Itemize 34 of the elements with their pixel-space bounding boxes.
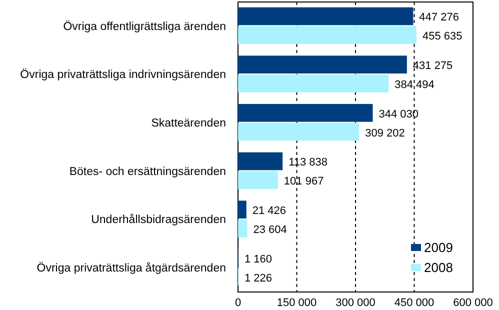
- x-tick-label: 600 000: [453, 296, 493, 309]
- data-label: 384 494: [394, 78, 434, 91]
- data-label: 455 635: [422, 30, 462, 43]
- legend-label: 2008: [424, 260, 453, 275]
- data-label: 309 202: [365, 127, 405, 140]
- y-tick-label: Skatteärenden: [151, 118, 226, 130]
- bar: [238, 171, 278, 190]
- y-tick-label: Övriga offentligrättsliga ärenden: [63, 20, 226, 33]
- bar: [238, 104, 373, 122]
- data-label: 344 030: [378, 108, 419, 120]
- data-label: 1 160: [244, 253, 272, 266]
- x-tick-label: 150 000: [276, 296, 317, 309]
- data-label: 101 967: [284, 176, 324, 188]
- y-tick-label: Underhållsbidragsärenden: [91, 213, 226, 226]
- bar: [238, 152, 283, 170]
- bar: [238, 122, 360, 141]
- bar: [238, 200, 246, 218]
- bar: [238, 56, 407, 74]
- data-label: 1 226: [244, 272, 272, 284]
- y-tick-label: Bötes- och ersättningsärenden: [69, 166, 226, 178]
- y-tick-label: Övriga privaträttsliga åtgärdsärenden: [36, 262, 226, 275]
- x-tick-label: 300 000: [336, 296, 376, 309]
- y-tick-label: Övriga privaträttsliga indrivningsärenden: [20, 68, 226, 82]
- x-tick-label: 0: [234, 296, 242, 309]
- data-label: 447 276: [419, 12, 459, 24]
- bar: [238, 74, 389, 92]
- bar: [238, 7, 414, 26]
- legend-label: 2009: [424, 240, 453, 255]
- data-label: 431 275: [412, 60, 453, 72]
- bar: [238, 220, 248, 238]
- bar: [238, 26, 416, 44]
- x-tick-label: 450 000: [394, 296, 434, 309]
- data-label: 23 604: [253, 224, 287, 236]
- data-label: 21 426: [252, 205, 286, 218]
